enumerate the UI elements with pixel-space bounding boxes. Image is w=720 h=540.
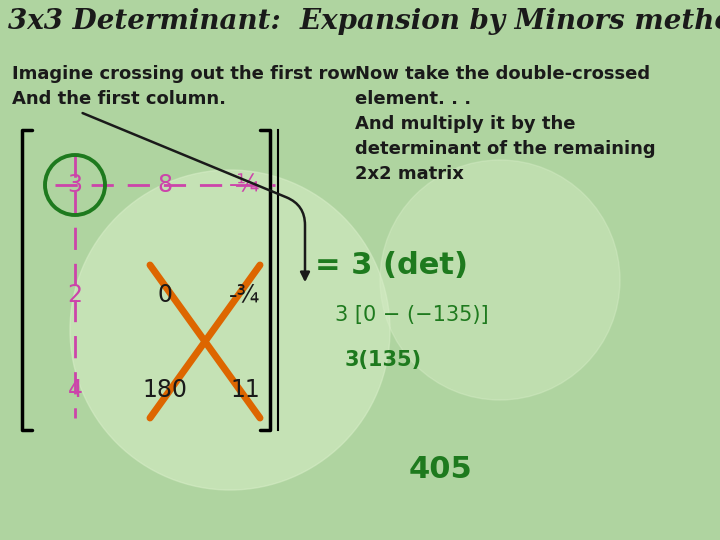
Text: Now take the double-crossed: Now take the double-crossed xyxy=(355,65,650,83)
Text: 8: 8 xyxy=(158,173,173,197)
Text: Imagine crossing out the first row.: Imagine crossing out the first row. xyxy=(12,65,362,83)
Text: -¼: -¼ xyxy=(229,173,261,197)
Text: element. . .: element. . . xyxy=(355,90,471,108)
Text: 3: 3 xyxy=(68,173,83,197)
Circle shape xyxy=(380,160,620,400)
Text: And multiply it by the: And multiply it by the xyxy=(355,115,575,133)
Text: = 3 (det): = 3 (det) xyxy=(315,251,468,280)
Text: 2x2 matrix: 2x2 matrix xyxy=(355,165,464,183)
Text: 0: 0 xyxy=(158,283,173,307)
Text: 4: 4 xyxy=(68,378,83,402)
Text: And the first column.: And the first column. xyxy=(12,90,226,108)
Text: 2: 2 xyxy=(68,283,83,307)
Circle shape xyxy=(70,170,390,490)
Text: 3(135): 3(135) xyxy=(345,350,422,370)
Text: -¾: -¾ xyxy=(229,283,261,307)
Text: determinant of the remaining: determinant of the remaining xyxy=(355,140,656,158)
Text: 3 [0 − (−135)]: 3 [0 − (−135)] xyxy=(335,305,489,325)
Text: 405: 405 xyxy=(408,456,472,484)
Text: 180: 180 xyxy=(143,378,187,402)
Text: 3x3 Determinant:  Expansion by Minors method: 3x3 Determinant: Expansion by Minors met… xyxy=(8,8,720,35)
Text: 11: 11 xyxy=(230,378,260,402)
